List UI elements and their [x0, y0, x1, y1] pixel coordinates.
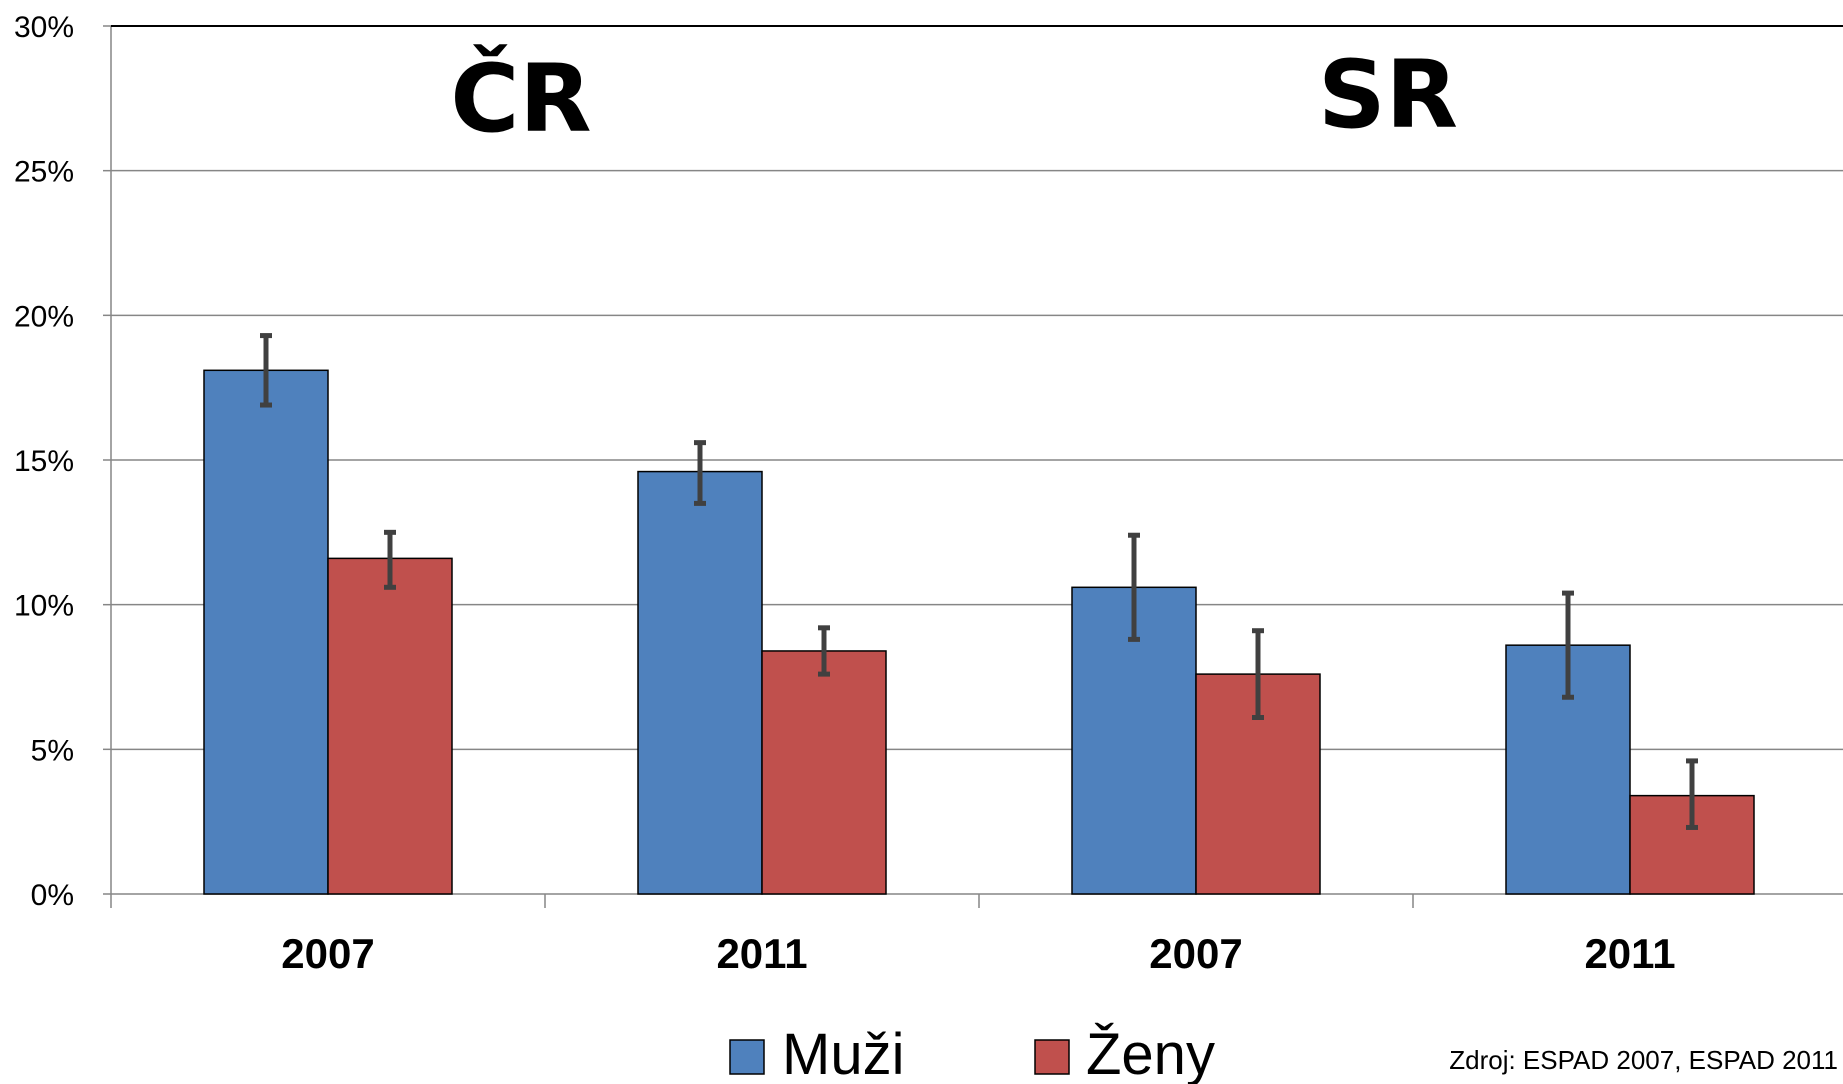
y-tick-label: 25%: [14, 156, 74, 189]
error-bars: [260, 333, 1698, 830]
source-note: Zdroj: ESPAD 2007, ESPAD 2011: [1449, 1045, 1838, 1075]
y-tick-label: 30%: [14, 11, 74, 44]
bar-muži-2011: [637, 470, 763, 895]
group-label-sr: SR: [1318, 41, 1458, 150]
y-tick-label: 20%: [14, 300, 74, 333]
legend: Muži Ženy: [729, 1022, 1215, 1084]
bar-muži-2007: [203, 369, 329, 895]
y-tick-label: 0%: [31, 879, 74, 912]
bar-ženy-2011: [1629, 794, 1755, 895]
y-tick-label: 5%: [31, 734, 74, 767]
legend-swatch-zeny: [1034, 1039, 1070, 1075]
y-tick-label: 10%: [14, 590, 74, 623]
bar-ženy-2007: [327, 557, 453, 895]
x-tick-label: 2011: [1584, 930, 1675, 977]
legend-label-zeny: Ženy: [1086, 1022, 1215, 1084]
legend-swatch-muzi: [729, 1039, 765, 1075]
bar-ženy-2011: [761, 650, 887, 895]
legend-label-muzi: Muži: [782, 1022, 904, 1084]
group-label-cr: ČR: [450, 43, 591, 154]
x-tick-label: 2011: [716, 930, 807, 977]
x-tick-label: 2007: [281, 930, 374, 977]
x-tick-label: 2007: [1149, 930, 1242, 977]
tick-labels: 0% 5% 10% 15% 20% 25% 30% 2007 2011 2007 2011: [14, 11, 1676, 977]
y-tick-label: 15%: [14, 445, 74, 478]
bars: [203, 369, 1755, 895]
